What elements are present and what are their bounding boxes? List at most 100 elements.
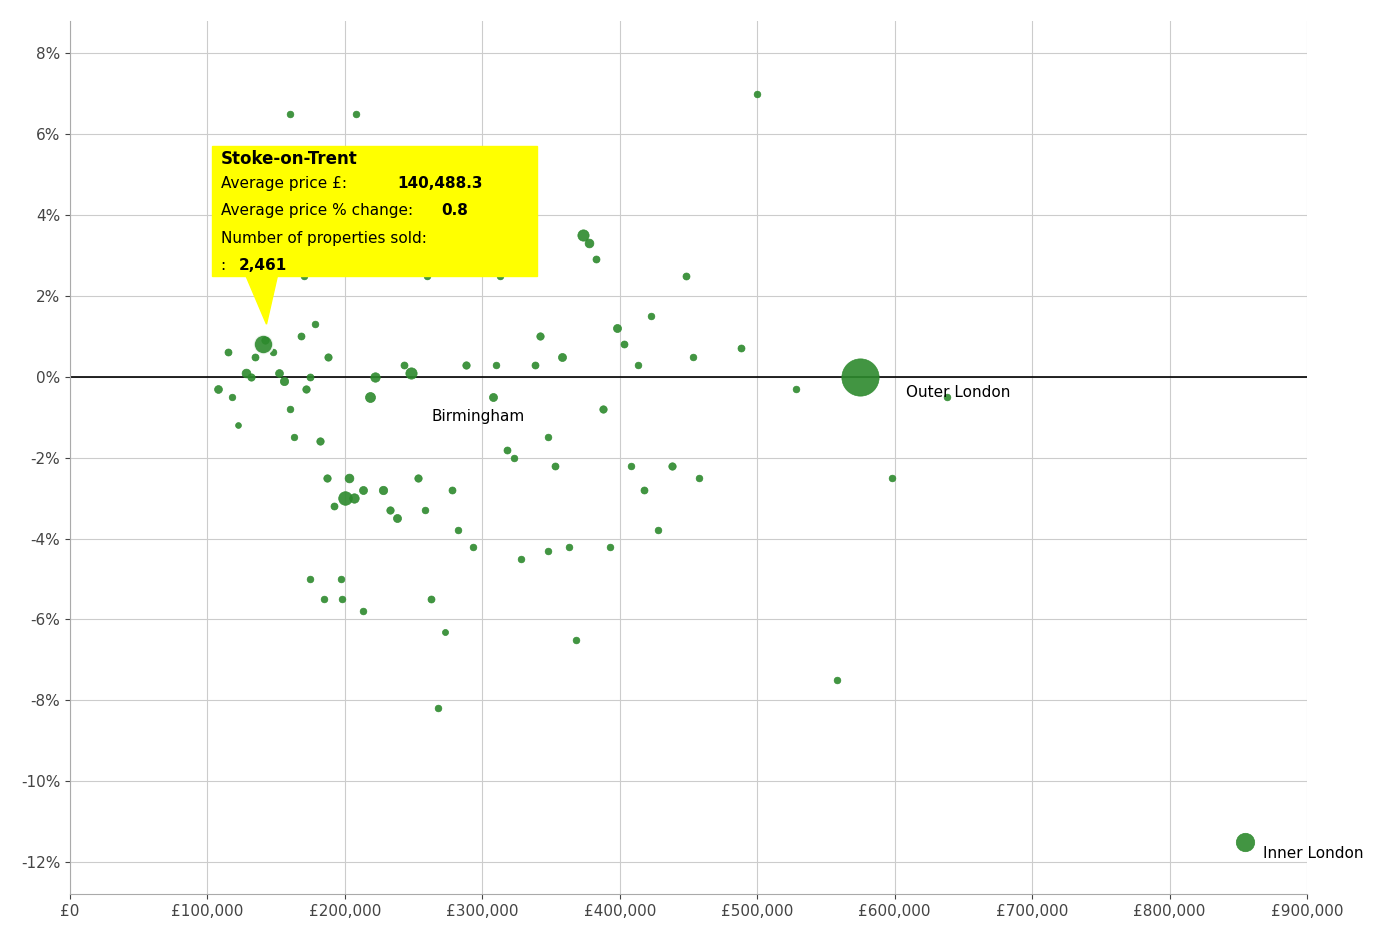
Point bbox=[648, 523, 670, 538]
Point bbox=[599, 540, 621, 555]
Point bbox=[537, 543, 559, 558]
Text: 2,461: 2,461 bbox=[239, 258, 288, 274]
Point bbox=[585, 252, 607, 267]
Point bbox=[510, 551, 532, 566]
Point bbox=[634, 482, 656, 497]
Text: Birmingham: Birmingham bbox=[431, 409, 524, 424]
Point bbox=[379, 503, 402, 518]
Point bbox=[338, 470, 360, 485]
Point bbox=[295, 382, 317, 397]
Point bbox=[592, 401, 614, 416]
Point bbox=[263, 345, 285, 360]
Point bbox=[935, 389, 958, 404]
Point bbox=[245, 349, 267, 364]
Point bbox=[503, 450, 525, 465]
Point bbox=[881, 470, 904, 485]
Point bbox=[564, 632, 587, 647]
Point bbox=[393, 357, 416, 372]
Point bbox=[613, 337, 635, 352]
Point bbox=[681, 349, 703, 364]
Text: :: : bbox=[221, 258, 231, 274]
Point bbox=[475, 236, 498, 251]
Point bbox=[688, 470, 710, 485]
Point bbox=[279, 106, 302, 121]
Point bbox=[461, 540, 484, 555]
Point bbox=[441, 482, 463, 497]
Point bbox=[352, 603, 374, 619]
Text: Average price £:: Average price £: bbox=[221, 176, 352, 191]
Point bbox=[292, 268, 314, 283]
Point bbox=[316, 470, 338, 485]
Point bbox=[550, 349, 573, 364]
Point bbox=[496, 442, 518, 457]
Point bbox=[416, 268, 438, 283]
Point bbox=[235, 365, 257, 380]
Point bbox=[420, 591, 442, 606]
Point bbox=[289, 329, 311, 344]
FancyBboxPatch shape bbox=[211, 147, 538, 275]
Point bbox=[306, 147, 328, 162]
Point bbox=[359, 389, 381, 404]
Point bbox=[485, 357, 507, 372]
Point bbox=[295, 147, 317, 162]
Point bbox=[660, 458, 682, 473]
Text: 0.8: 0.8 bbox=[441, 203, 468, 218]
Text: Number of properties sold:: Number of properties sold: bbox=[221, 231, 427, 246]
Point bbox=[207, 382, 229, 397]
Point bbox=[543, 458, 566, 473]
Point bbox=[674, 268, 696, 283]
Point bbox=[334, 491, 356, 506]
Point bbox=[352, 482, 374, 497]
Point bbox=[849, 369, 872, 384]
Point bbox=[274, 373, 296, 388]
Point bbox=[299, 572, 321, 587]
Point bbox=[400, 365, 423, 380]
Point bbox=[784, 382, 806, 397]
Point bbox=[746, 86, 769, 102]
Point bbox=[279, 401, 302, 416]
Point bbox=[455, 357, 477, 372]
Point bbox=[606, 321, 628, 336]
Point bbox=[317, 349, 339, 364]
Point bbox=[434, 624, 456, 639]
Point bbox=[299, 369, 321, 384]
Point bbox=[468, 175, 491, 190]
Point bbox=[373, 482, 395, 497]
Point bbox=[359, 159, 381, 174]
Point bbox=[343, 491, 366, 506]
Point bbox=[345, 106, 367, 121]
Point bbox=[578, 236, 600, 251]
Text: Outer London: Outer London bbox=[906, 384, 1011, 400]
Point bbox=[627, 357, 649, 372]
Point bbox=[406, 470, 428, 485]
Point bbox=[329, 572, 352, 587]
Point bbox=[331, 591, 353, 606]
Point bbox=[557, 540, 580, 555]
Text: Inner London: Inner London bbox=[1264, 846, 1364, 861]
Point bbox=[227, 417, 249, 432]
Point bbox=[427, 701, 449, 716]
Point bbox=[620, 458, 642, 473]
Point bbox=[364, 369, 386, 384]
Polygon shape bbox=[246, 275, 278, 324]
Point bbox=[282, 430, 304, 445]
Point bbox=[400, 236, 423, 251]
Point bbox=[571, 227, 594, 243]
Point bbox=[826, 672, 848, 687]
Point bbox=[524, 357, 546, 372]
Point bbox=[313, 591, 335, 606]
Point bbox=[221, 389, 243, 404]
Point bbox=[528, 329, 550, 344]
Text: Stoke-on-Trent: Stoke-on-Trent bbox=[221, 150, 357, 168]
Point bbox=[309, 434, 331, 449]
Point bbox=[252, 337, 274, 352]
Point bbox=[641, 308, 663, 323]
Point bbox=[386, 510, 409, 525]
Point bbox=[730, 341, 752, 356]
Point bbox=[482, 389, 505, 404]
Point bbox=[1234, 835, 1257, 850]
Point bbox=[537, 430, 559, 445]
Point bbox=[254, 333, 277, 348]
Point bbox=[268, 365, 291, 380]
Point bbox=[446, 523, 468, 538]
